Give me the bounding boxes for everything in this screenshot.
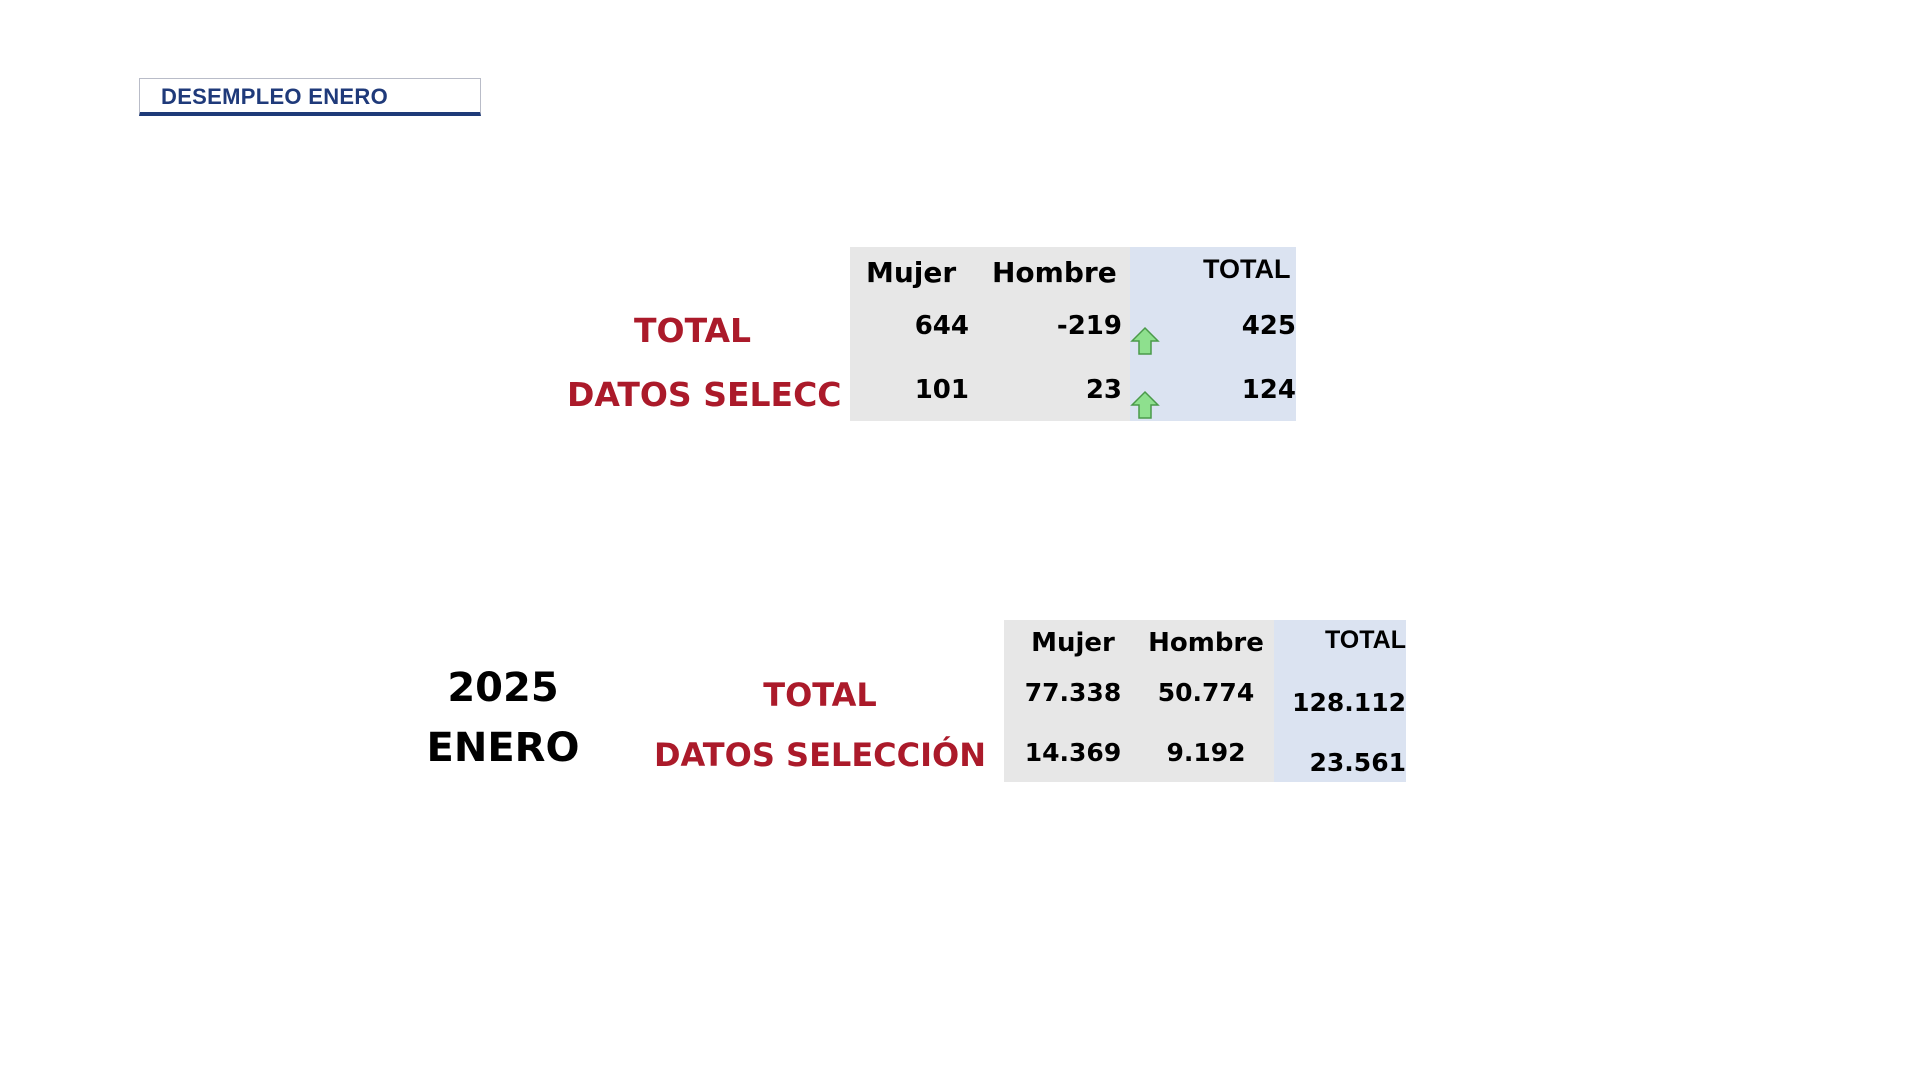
column-header-total: TOTAL xyxy=(1203,254,1291,284)
value-hombre: 9.192 xyxy=(1166,738,1246,767)
up-arrow-icon xyxy=(1130,326,1160,355)
monthly-gray-block xyxy=(1004,620,1274,782)
value-total: 128.112 xyxy=(1292,688,1406,717)
row-label-datos-seleccion: DATOS SELECCIÓN xyxy=(653,736,987,774)
value-total: 425 xyxy=(1241,311,1296,341)
up-arrow-icon xyxy=(1130,390,1160,419)
value-mujer: 644 xyxy=(914,311,969,341)
monthly-blue-block xyxy=(1274,620,1406,782)
value-total: 124 xyxy=(1241,375,1296,405)
variation-blue-block xyxy=(1130,247,1296,421)
column-header-hombre: Hombre xyxy=(992,256,1117,289)
value-hombre: 50.774 xyxy=(1157,678,1255,707)
row-label-total: TOTAL xyxy=(634,311,752,350)
column-header-mujer: Mujer xyxy=(866,256,957,289)
value-total: 23.561 xyxy=(1309,748,1406,777)
variation-gray-block xyxy=(850,247,1130,421)
value-mujer: 101 xyxy=(914,375,969,405)
row-label-datos-selecc: DATOS SELECC xyxy=(567,375,842,414)
column-header-hombre: Hombre xyxy=(1148,628,1264,658)
column-header-mujer: Mujer xyxy=(1031,628,1115,658)
value-hombre: 23 xyxy=(1085,375,1122,405)
period-year: 2025 xyxy=(447,665,559,711)
value-mujer: 14.369 xyxy=(1024,738,1122,767)
column-header-total: TOTAL xyxy=(1324,626,1406,654)
row-label-total: TOTAL xyxy=(763,676,877,714)
value-mujer: 77.338 xyxy=(1024,678,1122,707)
period-month: ENERO xyxy=(426,725,580,771)
section-title-box: DESEMPLEO ENERO xyxy=(139,78,481,116)
value-hombre: -219 xyxy=(1056,311,1122,341)
section-title: DESEMPLEO ENERO xyxy=(161,84,388,109)
